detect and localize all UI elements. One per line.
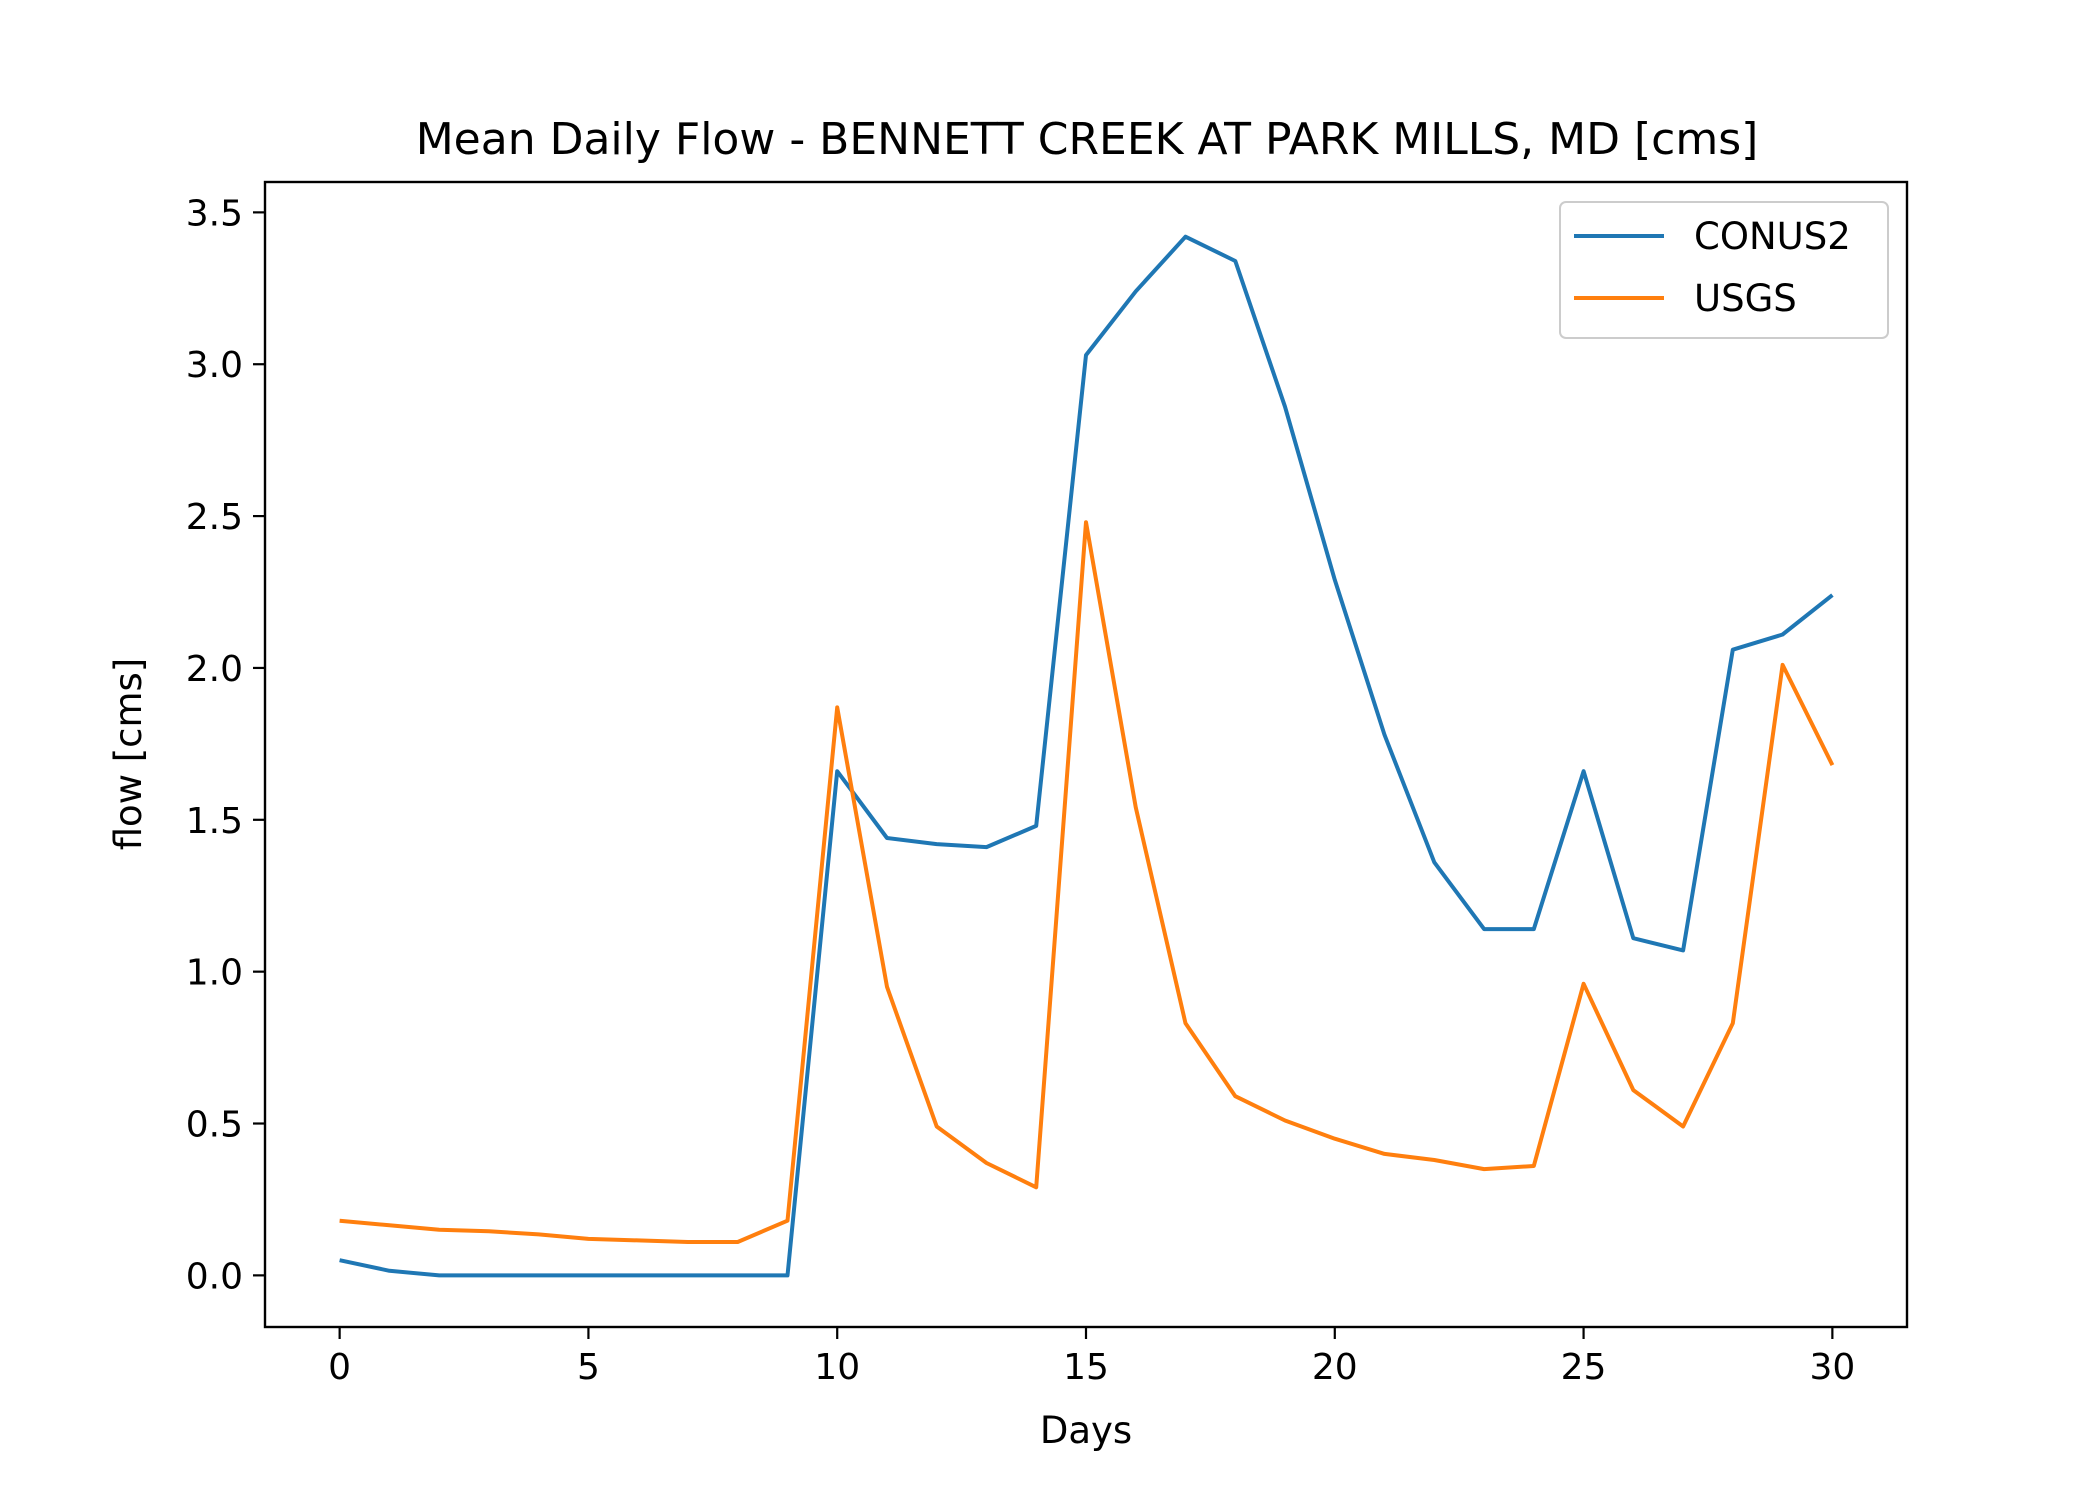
x-tick-label: 10: [814, 1347, 860, 1388]
x-tick-label: 0: [328, 1347, 351, 1388]
legend: CONUS2 USGS: [1559, 201, 1889, 339]
x-axis-label: Days: [1040, 1409, 1132, 1452]
y-tick-label: 0.0: [186, 1256, 243, 1297]
series-line-conus2: [339, 234, 1834, 1278]
chart-title: Mean Daily Flow - BENNETT CREEK AT PARK …: [416, 114, 1759, 165]
legend-label-conus2: CONUS2: [1694, 215, 1851, 258]
x-tick-label: 15: [1063, 1347, 1109, 1388]
plot-area: [339, 234, 1835, 1278]
x-tick-label: 25: [1561, 1347, 1607, 1388]
axis-ticks: 0 5 10 15 20 25 30 0.0 0.5 1.0 1.5 2.0 2.5 3.0 3.5: [186, 193, 1856, 1388]
y-tick-label: 2.5: [186, 497, 243, 538]
y-tick-label: 1.0: [186, 953, 243, 994]
y-axis-label: flow [cms]: [107, 658, 150, 851]
y-tick-label: 1.5: [186, 801, 243, 842]
plot-frame: [263, 180, 1909, 1329]
x-tick-label: 5: [577, 1347, 600, 1388]
y-tick-label: 3.5: [186, 193, 243, 234]
y-tick-label: 0.5: [186, 1105, 243, 1146]
legend-label-usgs: USGS: [1694, 277, 1797, 320]
x-tick-label: 20: [1312, 1347, 1358, 1388]
x-tick-label: 30: [1809, 1347, 1855, 1388]
y-tick-label: 3.0: [186, 345, 243, 386]
y-tick-label: 2.0: [186, 649, 243, 690]
series-line-usgs: [339, 520, 1835, 1244]
